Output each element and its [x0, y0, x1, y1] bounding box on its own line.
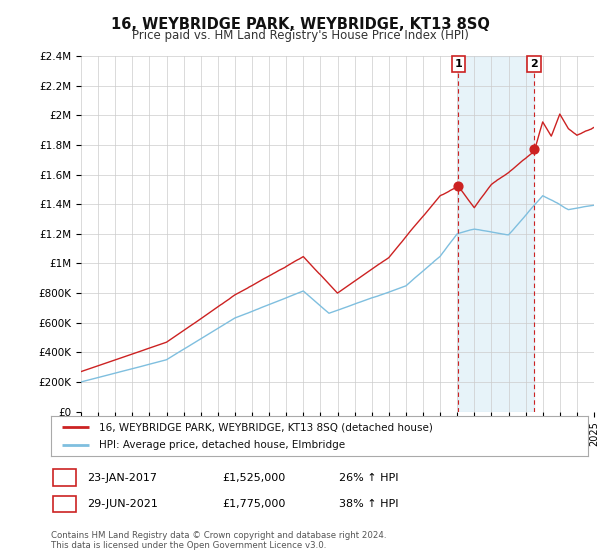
Text: Contains HM Land Registry data © Crown copyright and database right 2024.
This d: Contains HM Land Registry data © Crown c…: [51, 530, 386, 550]
Text: 16, WEYBRIDGE PARK, WEYBRIDGE, KT13 8SQ: 16, WEYBRIDGE PARK, WEYBRIDGE, KT13 8SQ: [110, 17, 490, 32]
Text: £1,775,000: £1,775,000: [222, 499, 286, 509]
Text: Price paid vs. HM Land Registry's House Price Index (HPI): Price paid vs. HM Land Registry's House …: [131, 29, 469, 42]
Text: £1,525,000: £1,525,000: [222, 473, 285, 483]
Point: [454, 181, 463, 190]
Text: 29-JUN-2021: 29-JUN-2021: [87, 499, 158, 509]
Text: 2: 2: [61, 499, 68, 509]
Text: 1: 1: [455, 59, 462, 69]
Text: 23-JAN-2017: 23-JAN-2017: [87, 473, 157, 483]
Text: 16, WEYBRIDGE PARK, WEYBRIDGE, KT13 8SQ (detached house): 16, WEYBRIDGE PARK, WEYBRIDGE, KT13 8SQ …: [100, 422, 433, 432]
Text: 2: 2: [530, 59, 538, 69]
Text: HPI: Average price, detached house, Elmbridge: HPI: Average price, detached house, Elmb…: [100, 440, 346, 450]
Text: 38% ↑ HPI: 38% ↑ HPI: [339, 499, 398, 509]
Bar: [458, 56, 534, 412]
Text: 1: 1: [61, 473, 68, 483]
Point: [529, 144, 539, 153]
Text: 26% ↑ HPI: 26% ↑ HPI: [339, 473, 398, 483]
